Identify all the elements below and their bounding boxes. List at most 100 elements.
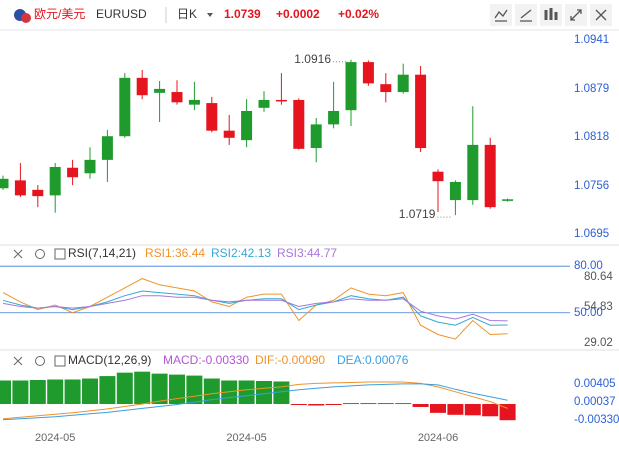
macd-bar bbox=[47, 379, 64, 405]
side-label: 54.83 bbox=[584, 301, 613, 313]
macd-bar bbox=[29, 380, 46, 405]
macd-bar bbox=[169, 374, 185, 405]
candle-body bbox=[188, 99, 200, 105]
flag-icon bbox=[21, 13, 31, 23]
symbol: EURUSD bbox=[96, 7, 147, 21]
macd-bar bbox=[256, 380, 272, 405]
tool-button[interactable] bbox=[490, 4, 512, 26]
tool-icon[interactable] bbox=[494, 9, 508, 22]
macd-bar bbox=[12, 380, 29, 405]
candle-body bbox=[154, 88, 166, 93]
candle-body bbox=[171, 92, 183, 103]
macd-bar bbox=[343, 403, 359, 405]
indicator-icon[interactable] bbox=[54, 355, 66, 367]
x-tick-label: 2024-06 bbox=[418, 432, 458, 444]
annotation: 1.0719 bbox=[399, 207, 436, 221]
legend-entry: RSI2:42.13 bbox=[211, 246, 271, 260]
y-tick-label: 1.0818 bbox=[574, 131, 609, 143]
change-pct: +0.02% bbox=[338, 7, 379, 21]
macd-bar bbox=[151, 373, 168, 405]
candle-body bbox=[432, 171, 444, 182]
y-tick-label: -0.00330 bbox=[574, 414, 619, 426]
indicator-title: RSI(7,14,21) bbox=[68, 246, 136, 260]
macd-bar bbox=[99, 376, 116, 405]
macd-bar bbox=[464, 404, 481, 416]
x-tick-label: 2024-05 bbox=[226, 432, 266, 444]
x-tick-label: 2024-05 bbox=[35, 432, 75, 444]
settings-icon[interactable] bbox=[35, 249, 45, 259]
legend-entry: MACD:-0.00330 bbox=[163, 353, 249, 367]
macd-bar bbox=[412, 404, 429, 407]
macd-bar bbox=[290, 404, 307, 406]
candle-body bbox=[293, 99, 305, 149]
candle-body bbox=[258, 99, 270, 108]
macd-bar bbox=[395, 403, 412, 405]
macd-bar bbox=[482, 404, 499, 417]
candle-body bbox=[380, 84, 392, 93]
indicator-title: MACD(12,26,9) bbox=[68, 353, 151, 367]
close-icon[interactable] bbox=[13, 249, 23, 259]
pair-name: 欧元/美元 bbox=[34, 7, 85, 21]
tool-icon[interactable] bbox=[570, 9, 582, 21]
candle-body bbox=[362, 62, 374, 84]
legend-entry: DIF:-0.00090 bbox=[255, 353, 325, 367]
rsi-line bbox=[2, 295, 508, 322]
tool-button[interactable] bbox=[515, 4, 537, 26]
macd-bar bbox=[238, 380, 255, 405]
macd-bar bbox=[430, 404, 446, 413]
macd-bar bbox=[134, 371, 151, 405]
y-tick-label: 80.00 bbox=[574, 260, 603, 272]
side-label: 29.02 bbox=[584, 337, 613, 349]
settings-icon[interactable] bbox=[35, 356, 45, 366]
candle-body bbox=[241, 110, 253, 141]
candle-body bbox=[67, 167, 79, 178]
y-tick-label: 1.0695 bbox=[574, 228, 609, 240]
macd-bar bbox=[0, 380, 11, 405]
macd-bar bbox=[447, 404, 464, 415]
candle-body bbox=[275, 99, 287, 102]
candle-body bbox=[206, 103, 218, 131]
macd-bar bbox=[360, 403, 377, 405]
macd-bar bbox=[377, 403, 394, 405]
change: +0.0002 bbox=[276, 7, 320, 21]
period[interactable]: 日K bbox=[177, 7, 197, 21]
dropdown-arrow[interactable] bbox=[207, 13, 213, 17]
macd-bar bbox=[203, 378, 220, 405]
candle-body bbox=[502, 199, 514, 201]
toolbar bbox=[490, 4, 612, 26]
candle-body bbox=[223, 130, 235, 138]
y-tick-label: 0.00037 bbox=[574, 396, 616, 408]
legend-entry: RSI3:44.77 bbox=[277, 246, 337, 260]
y-tick-label: 1.0879 bbox=[574, 83, 609, 95]
macd-bar bbox=[186, 375, 203, 405]
candle-body bbox=[0, 178, 9, 189]
candle-body bbox=[84, 159, 96, 174]
macd-line bbox=[2, 383, 508, 421]
macd-bar bbox=[116, 372, 133, 405]
tool-icon[interactable] bbox=[595, 9, 607, 21]
price: 1.0739 bbox=[224, 7, 261, 21]
rsi-line bbox=[2, 278, 508, 340]
annotation: 1.0916 bbox=[294, 52, 331, 66]
candle-body bbox=[310, 124, 322, 149]
tool-icon[interactable] bbox=[544, 8, 558, 20]
candle-body bbox=[32, 189, 44, 197]
candle-body bbox=[484, 144, 496, 208]
candle-body bbox=[119, 77, 131, 137]
legend-entry: DEA:0.00076 bbox=[337, 353, 409, 367]
candle-body bbox=[49, 166, 61, 196]
candle-body bbox=[328, 110, 340, 125]
candle-body bbox=[415, 74, 427, 149]
candle-body bbox=[101, 136, 113, 160]
macd-bar bbox=[325, 404, 342, 406]
macd-bar bbox=[82, 378, 98, 405]
indicator-icon[interactable] bbox=[54, 248, 66, 260]
y-tick-label: 1.0941 bbox=[574, 34, 609, 46]
tool-icon[interactable] bbox=[520, 9, 532, 22]
candle-body bbox=[345, 62, 357, 111]
legend-entry: RSI1:36.44 bbox=[145, 246, 205, 260]
close-icon[interactable] bbox=[13, 356, 23, 366]
candle-body bbox=[136, 77, 148, 96]
y-tick-label: 0.00405 bbox=[574, 378, 616, 390]
